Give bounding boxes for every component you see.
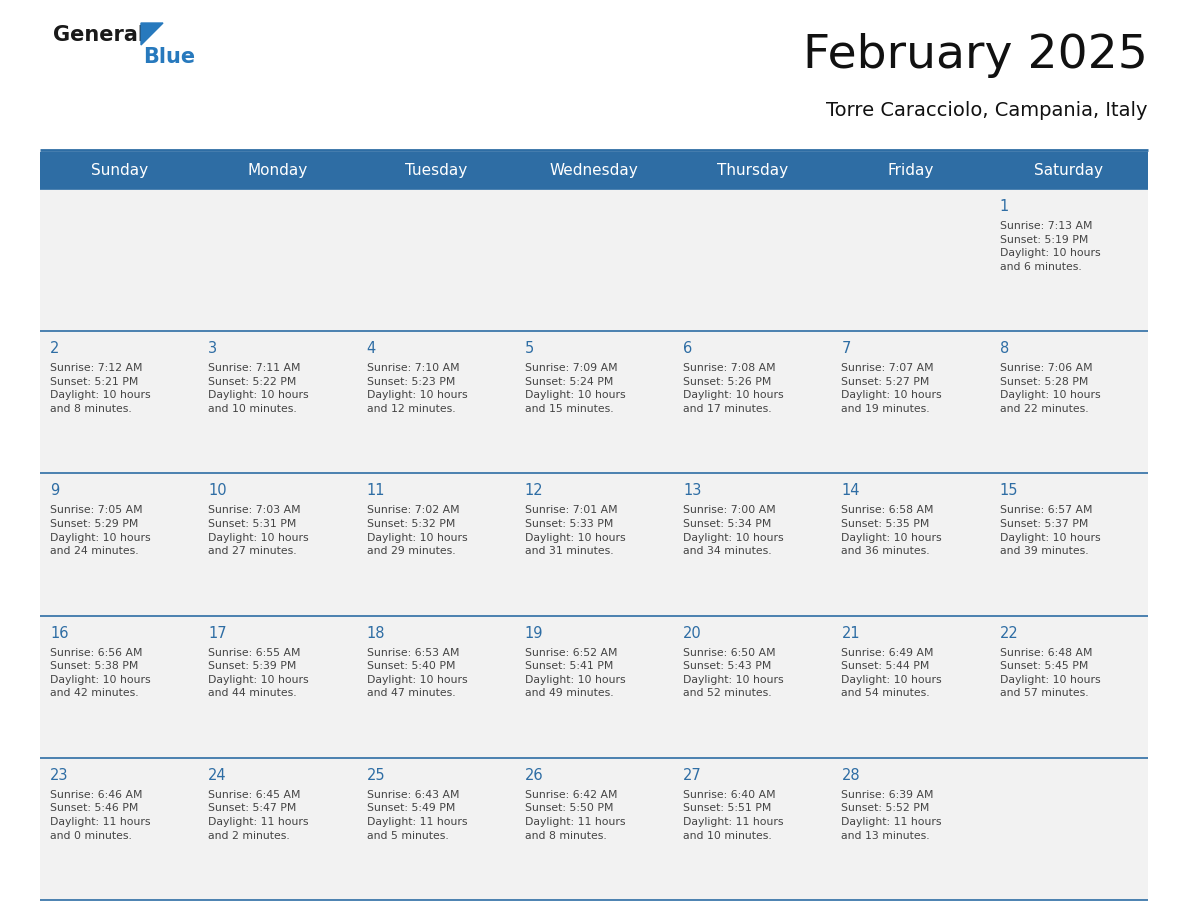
Text: 5: 5 xyxy=(525,341,535,356)
Text: Sunrise: 7:12 AM
Sunset: 5:21 PM
Daylight: 10 hours
and 8 minutes.: Sunrise: 7:12 AM Sunset: 5:21 PM Dayligh… xyxy=(50,364,151,414)
Text: 8: 8 xyxy=(1000,341,1009,356)
Text: Sunrise: 7:08 AM
Sunset: 5:26 PM
Daylight: 10 hours
and 17 minutes.: Sunrise: 7:08 AM Sunset: 5:26 PM Dayligh… xyxy=(683,364,784,414)
Text: February 2025: February 2025 xyxy=(803,32,1148,77)
Polygon shape xyxy=(141,23,163,45)
Text: Sunrise: 6:57 AM
Sunset: 5:37 PM
Daylight: 10 hours
and 39 minutes.: Sunrise: 6:57 AM Sunset: 5:37 PM Dayligh… xyxy=(1000,506,1100,556)
Text: Sunrise: 6:58 AM
Sunset: 5:35 PM
Daylight: 10 hours
and 36 minutes.: Sunrise: 6:58 AM Sunset: 5:35 PM Dayligh… xyxy=(841,506,942,556)
Bar xyxy=(40,757,1148,900)
Text: 25: 25 xyxy=(367,767,385,783)
Text: 13: 13 xyxy=(683,484,702,498)
Text: 23: 23 xyxy=(50,767,69,783)
Text: 20: 20 xyxy=(683,625,702,641)
Text: Sunday: Sunday xyxy=(90,163,147,178)
Text: Sunrise: 7:02 AM
Sunset: 5:32 PM
Daylight: 10 hours
and 29 minutes.: Sunrise: 7:02 AM Sunset: 5:32 PM Dayligh… xyxy=(367,506,467,556)
Text: Sunrise: 7:10 AM
Sunset: 5:23 PM
Daylight: 10 hours
and 12 minutes.: Sunrise: 7:10 AM Sunset: 5:23 PM Dayligh… xyxy=(367,364,467,414)
Bar xyxy=(40,616,1148,757)
Text: 6: 6 xyxy=(683,341,693,356)
Text: 22: 22 xyxy=(1000,625,1018,641)
Text: Sunrise: 7:07 AM
Sunset: 5:27 PM
Daylight: 10 hours
and 19 minutes.: Sunrise: 7:07 AM Sunset: 5:27 PM Dayligh… xyxy=(841,364,942,414)
Text: 14: 14 xyxy=(841,484,860,498)
Text: 3: 3 xyxy=(208,341,217,356)
Text: Sunrise: 7:01 AM
Sunset: 5:33 PM
Daylight: 10 hours
and 31 minutes.: Sunrise: 7:01 AM Sunset: 5:33 PM Dayligh… xyxy=(525,506,626,556)
Text: 7: 7 xyxy=(841,341,851,356)
Text: 9: 9 xyxy=(50,484,59,498)
Text: Sunrise: 7:05 AM
Sunset: 5:29 PM
Daylight: 10 hours
and 24 minutes.: Sunrise: 7:05 AM Sunset: 5:29 PM Dayligh… xyxy=(50,506,151,556)
Text: Sunrise: 6:40 AM
Sunset: 5:51 PM
Daylight: 11 hours
and 10 minutes.: Sunrise: 6:40 AM Sunset: 5:51 PM Dayligh… xyxy=(683,789,784,841)
Text: General: General xyxy=(53,25,145,45)
Text: Sunrise: 7:09 AM
Sunset: 5:24 PM
Daylight: 10 hours
and 15 minutes.: Sunrise: 7:09 AM Sunset: 5:24 PM Dayligh… xyxy=(525,364,626,414)
Text: 4: 4 xyxy=(367,341,375,356)
Text: Sunrise: 7:06 AM
Sunset: 5:28 PM
Daylight: 10 hours
and 22 minutes.: Sunrise: 7:06 AM Sunset: 5:28 PM Dayligh… xyxy=(1000,364,1100,414)
Text: 12: 12 xyxy=(525,484,543,498)
Text: 15: 15 xyxy=(1000,484,1018,498)
Text: Monday: Monday xyxy=(247,163,308,178)
Text: Saturday: Saturday xyxy=(1035,163,1104,178)
Text: Sunrise: 6:43 AM
Sunset: 5:49 PM
Daylight: 11 hours
and 5 minutes.: Sunrise: 6:43 AM Sunset: 5:49 PM Dayligh… xyxy=(367,789,467,841)
Text: Sunrise: 6:39 AM
Sunset: 5:52 PM
Daylight: 11 hours
and 13 minutes.: Sunrise: 6:39 AM Sunset: 5:52 PM Dayligh… xyxy=(841,789,942,841)
Text: 2: 2 xyxy=(50,341,59,356)
Text: 1: 1 xyxy=(1000,199,1009,214)
Text: 21: 21 xyxy=(841,625,860,641)
Bar xyxy=(40,189,1148,331)
Text: 11: 11 xyxy=(367,484,385,498)
Text: 18: 18 xyxy=(367,625,385,641)
Bar xyxy=(40,474,1148,616)
Text: Sunrise: 6:55 AM
Sunset: 5:39 PM
Daylight: 10 hours
and 44 minutes.: Sunrise: 6:55 AM Sunset: 5:39 PM Dayligh… xyxy=(208,647,309,699)
Text: Sunrise: 7:00 AM
Sunset: 5:34 PM
Daylight: 10 hours
and 34 minutes.: Sunrise: 7:00 AM Sunset: 5:34 PM Dayligh… xyxy=(683,506,784,556)
Text: Sunrise: 7:03 AM
Sunset: 5:31 PM
Daylight: 10 hours
and 27 minutes.: Sunrise: 7:03 AM Sunset: 5:31 PM Dayligh… xyxy=(208,506,309,556)
Text: Friday: Friday xyxy=(887,163,934,178)
Text: Sunrise: 6:48 AM
Sunset: 5:45 PM
Daylight: 10 hours
and 57 minutes.: Sunrise: 6:48 AM Sunset: 5:45 PM Dayligh… xyxy=(1000,647,1100,699)
Text: Sunrise: 6:56 AM
Sunset: 5:38 PM
Daylight: 10 hours
and 42 minutes.: Sunrise: 6:56 AM Sunset: 5:38 PM Dayligh… xyxy=(50,647,151,699)
Text: Sunrise: 6:45 AM
Sunset: 5:47 PM
Daylight: 11 hours
and 2 minutes.: Sunrise: 6:45 AM Sunset: 5:47 PM Dayligh… xyxy=(208,789,309,841)
Text: Wednesday: Wednesday xyxy=(550,163,638,178)
Text: Sunrise: 6:46 AM
Sunset: 5:46 PM
Daylight: 11 hours
and 0 minutes.: Sunrise: 6:46 AM Sunset: 5:46 PM Dayligh… xyxy=(50,789,151,841)
Text: Sunrise: 6:49 AM
Sunset: 5:44 PM
Daylight: 10 hours
and 54 minutes.: Sunrise: 6:49 AM Sunset: 5:44 PM Dayligh… xyxy=(841,647,942,699)
Bar xyxy=(40,152,1148,189)
Text: Sunrise: 6:50 AM
Sunset: 5:43 PM
Daylight: 10 hours
and 52 minutes.: Sunrise: 6:50 AM Sunset: 5:43 PM Dayligh… xyxy=(683,647,784,699)
Text: Thursday: Thursday xyxy=(716,163,788,178)
Text: Sunrise: 6:52 AM
Sunset: 5:41 PM
Daylight: 10 hours
and 49 minutes.: Sunrise: 6:52 AM Sunset: 5:41 PM Dayligh… xyxy=(525,647,626,699)
Text: 27: 27 xyxy=(683,767,702,783)
Text: 16: 16 xyxy=(50,625,69,641)
Text: Sunrise: 7:13 AM
Sunset: 5:19 PM
Daylight: 10 hours
and 6 minutes.: Sunrise: 7:13 AM Sunset: 5:19 PM Dayligh… xyxy=(1000,221,1100,272)
Text: 17: 17 xyxy=(208,625,227,641)
Bar xyxy=(40,331,1148,474)
Text: 24: 24 xyxy=(208,767,227,783)
Text: Sunrise: 6:53 AM
Sunset: 5:40 PM
Daylight: 10 hours
and 47 minutes.: Sunrise: 6:53 AM Sunset: 5:40 PM Dayligh… xyxy=(367,647,467,699)
Text: Sunrise: 6:42 AM
Sunset: 5:50 PM
Daylight: 11 hours
and 8 minutes.: Sunrise: 6:42 AM Sunset: 5:50 PM Dayligh… xyxy=(525,789,625,841)
Text: 28: 28 xyxy=(841,767,860,783)
Text: Sunrise: 7:11 AM
Sunset: 5:22 PM
Daylight: 10 hours
and 10 minutes.: Sunrise: 7:11 AM Sunset: 5:22 PM Dayligh… xyxy=(208,364,309,414)
Text: Tuesday: Tuesday xyxy=(405,163,467,178)
Text: 10: 10 xyxy=(208,484,227,498)
Text: 19: 19 xyxy=(525,625,543,641)
Text: Blue: Blue xyxy=(143,47,195,67)
Text: 26: 26 xyxy=(525,767,543,783)
Text: Torre Caracciolo, Campania, Italy: Torre Caracciolo, Campania, Italy xyxy=(827,100,1148,119)
